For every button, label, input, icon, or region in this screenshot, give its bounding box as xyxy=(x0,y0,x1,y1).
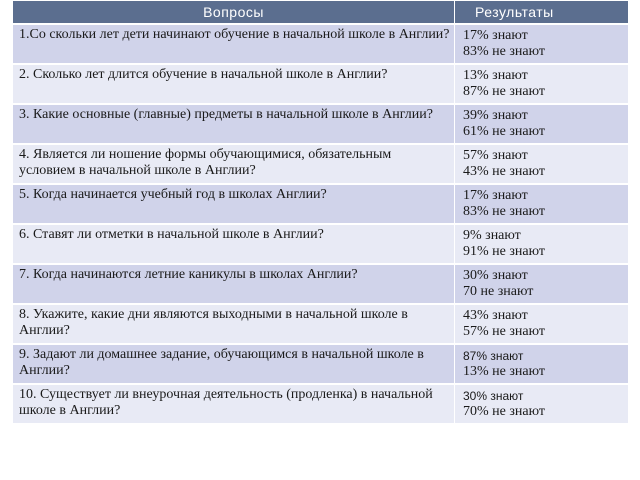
results-column-header: Результаты xyxy=(454,0,629,25)
table-row: 10. Существует ли внеурочная деятельност… xyxy=(12,383,629,425)
result-cell: 30% знают 70 не знают xyxy=(454,263,629,305)
table-row: 4. Является ли ношение формы обучающимис… xyxy=(12,143,629,185)
known-percent: 87% знают xyxy=(463,349,524,363)
result-cell: 87% знают 13% не знают xyxy=(454,343,629,385)
known-percent: 30% знают xyxy=(463,389,524,403)
result-cell: 17% знают 83% не знают xyxy=(454,23,629,65)
unknown-percent: 83% не знают xyxy=(463,44,545,59)
result-cell: 9% знают 91% не знают xyxy=(454,223,629,265)
result-cell: 17% знают 83% не знают xyxy=(454,183,629,225)
table-row: 2. Сколько лет длится обучение в начальн… xyxy=(12,63,629,105)
known-percent: 17% знают xyxy=(463,28,528,43)
known-percent: 9% знают xyxy=(463,228,521,243)
question-cell: 4. Является ли ношение формы обучающимис… xyxy=(12,143,455,185)
result-cell: 13% знают 87% не знают xyxy=(454,63,629,105)
question-cell: 6. Ставят ли отметки в начальной школе в… xyxy=(12,223,455,265)
question-cell: 10. Существует ли внеурочная деятельност… xyxy=(12,383,455,425)
question-cell: 3. Какие основные (главные) предметы в н… xyxy=(12,103,455,145)
unknown-percent: 43% не знают xyxy=(463,164,545,179)
question-cell: 2. Сколько лет длится обучение в начальн… xyxy=(12,63,455,105)
known-percent: 17% знают xyxy=(463,188,528,203)
unknown-percent: 91% не знают xyxy=(463,244,545,259)
result-cell: 43% знают 57% не знают xyxy=(454,303,629,345)
unknown-percent: 83% не знают xyxy=(463,204,545,219)
known-percent: 13% знают xyxy=(463,68,528,83)
questions-column-header: Вопросы xyxy=(12,0,455,25)
question-cell: 8. Укажите, какие дни являются выходными… xyxy=(12,303,455,345)
known-percent: 30% знают xyxy=(463,268,528,283)
result-cell: 30% знают 70% не знают xyxy=(454,383,629,425)
table-header-row: Вопросы Результаты xyxy=(12,0,629,25)
question-cell: 1.Со скольки лет дети начинают обучение … xyxy=(12,23,455,65)
table-row: 8. Укажите, какие дни являются выходными… xyxy=(12,303,629,345)
known-percent: 39% знают xyxy=(463,108,528,123)
table-row: 1.Со скольки лет дети начинают обучение … xyxy=(12,23,629,65)
result-cell: 39% знают 61% не знают xyxy=(454,103,629,145)
question-cell: 5. Когда начинается учебный год в школах… xyxy=(12,183,455,225)
table-row: 7. Когда начинаются летние каникулы в шк… xyxy=(12,263,629,305)
known-percent: 57% знают xyxy=(463,148,528,163)
table-row: 9. Задают ли домашнее задание, обучающим… xyxy=(12,343,629,385)
table-row: 6. Ставят ли отметки в начальной школе в… xyxy=(12,223,629,265)
table-row: 5. Когда начинается учебный год в школах… xyxy=(12,183,629,225)
unknown-percent: 13% не знают xyxy=(463,364,545,379)
unknown-percent: 57% не знают xyxy=(463,324,545,339)
unknown-percent: 87% не знают xyxy=(463,84,545,99)
table-row: 3. Какие основные (главные) предметы в н… xyxy=(12,103,629,145)
unknown-percent: 70% не знают xyxy=(463,404,545,419)
result-cell: 57% знают 43% не знают xyxy=(454,143,629,185)
question-cell: 7. Когда начинаются летние каникулы в шк… xyxy=(12,263,455,305)
known-percent: 43% знают xyxy=(463,308,528,323)
question-cell: 9. Задают ли домашнее задание, обучающим… xyxy=(12,343,455,385)
survey-results-table: Вопросы Результаты 1.Со скольки лет дети… xyxy=(12,0,629,425)
unknown-percent: 70 не знают xyxy=(463,284,534,299)
unknown-percent: 61% не знают xyxy=(463,124,545,139)
